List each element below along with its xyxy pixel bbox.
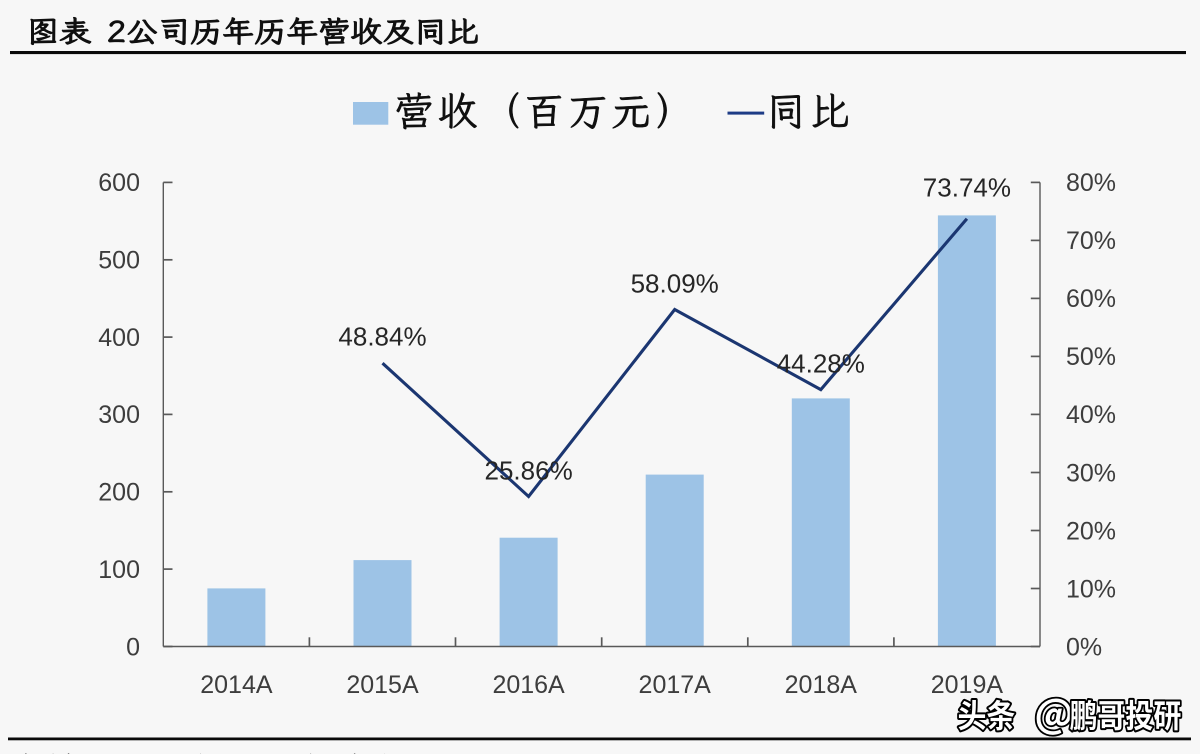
svg-text:40%: 40% — [1066, 401, 1116, 429]
svg-text:44.28%: 44.28% — [777, 348, 865, 378]
svg-text:0: 0 — [126, 633, 140, 661]
svg-text:2018A: 2018A — [785, 671, 858, 699]
svg-text:80%: 80% — [1066, 169, 1116, 197]
svg-text:300: 300 — [98, 401, 140, 429]
svg-text:73.74%: 73.74% — [923, 172, 1011, 202]
svg-text:25.86%: 25.86% — [485, 455, 573, 485]
svg-text:60%: 60% — [1066, 285, 1116, 313]
svg-text:100: 100 — [98, 556, 140, 584]
svg-text:2015A: 2015A — [346, 671, 419, 699]
svg-text:50%: 50% — [1066, 343, 1116, 371]
svg-text:10%: 10% — [1066, 575, 1116, 603]
svg-text:500: 500 — [98, 247, 140, 275]
svg-text:0%: 0% — [1066, 633, 1102, 661]
svg-text:2016A: 2016A — [492, 671, 565, 699]
svg-text:2014A: 2014A — [200, 671, 273, 699]
svg-text:30%: 30% — [1066, 459, 1116, 487]
svg-text:20%: 20% — [1066, 517, 1116, 545]
svg-text:58.09%: 58.09% — [631, 268, 719, 298]
svg-text:2019A: 2019A — [931, 671, 1004, 699]
svg-text:2017A: 2017A — [639, 671, 712, 699]
svg-text:200: 200 — [98, 479, 140, 507]
svg-text:600: 600 — [98, 169, 140, 197]
svg-text:48.84%: 48.84% — [338, 321, 426, 351]
svg-text:400: 400 — [98, 324, 140, 352]
svg-text:70%: 70% — [1066, 227, 1116, 255]
